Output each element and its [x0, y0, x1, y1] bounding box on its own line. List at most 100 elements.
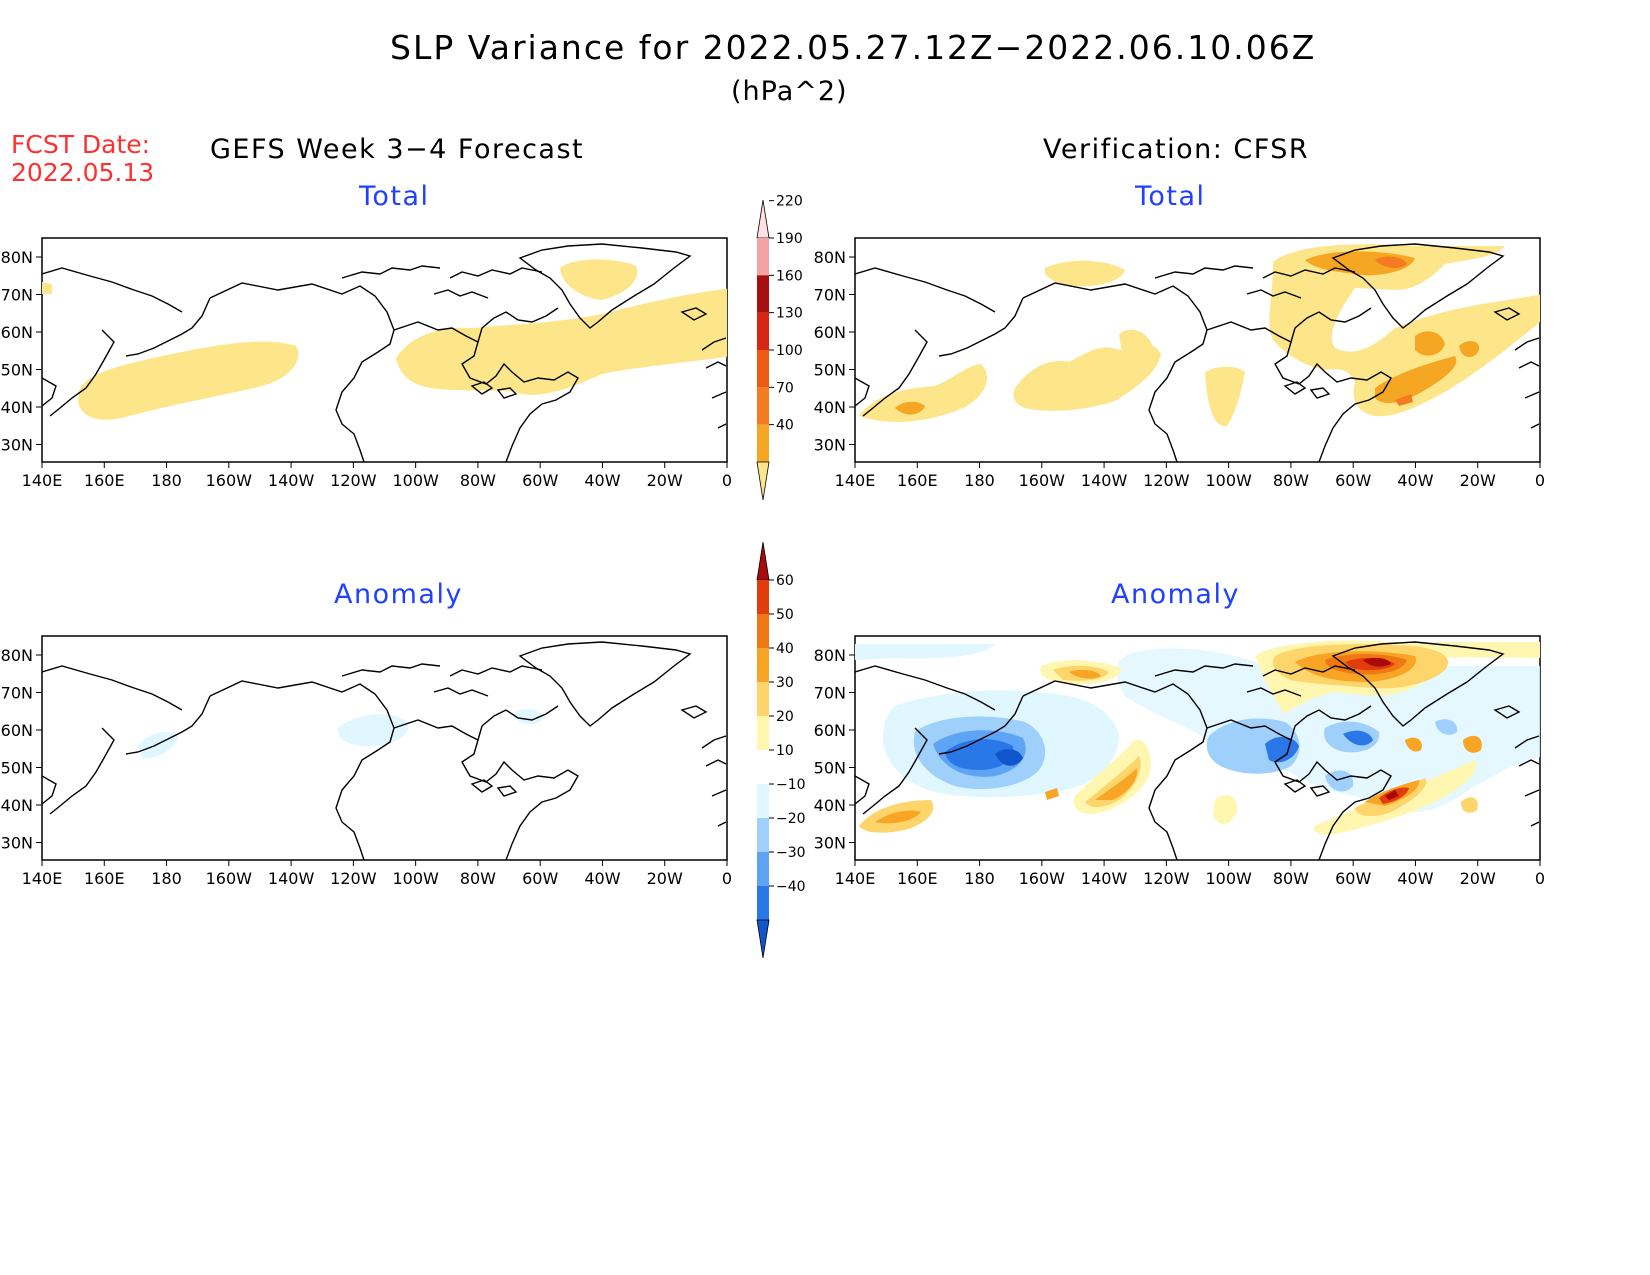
lon-tick-label: 40W [584, 471, 620, 490]
lon-tick-label: 20W [647, 471, 683, 490]
lon-tick-label: 20W [1460, 471, 1496, 490]
forecast-column-header: GEFS Week 3−4 Forecast [210, 134, 585, 165]
lat-tick-label: 80N [814, 248, 846, 267]
lon-tick-label: 180 [964, 471, 995, 490]
lat-tick-label: 80N [814, 646, 846, 665]
colorbar-swatch [757, 424, 769, 462]
lon-tick-label: 40W [1397, 471, 1433, 490]
lat-tick-label: 40N [1, 796, 33, 815]
colorbar-swatch [757, 886, 769, 920]
lon-tick-label: 160E [84, 869, 125, 888]
colorbar-tick-label: 40 [776, 418, 794, 434]
lon-tick-label: 120W [1143, 471, 1190, 490]
colorbar-tick-label: 190 [776, 231, 803, 247]
colorbar-tick-label: 160 [776, 268, 803, 284]
lat-tick-label: 60N [814, 323, 846, 342]
colorbar-swatch [757, 852, 769, 886]
verification-column-header: Verification: CFSR [1043, 134, 1310, 165]
lat-tick-label: 30N [1, 834, 33, 853]
lon-tick-label: 140W [268, 471, 315, 490]
lat-tick-label: 70N [814, 684, 846, 703]
lon-tick-label: 100W [1205, 471, 1252, 490]
lat-tick-label: 70N [1, 684, 33, 703]
lon-tick-label: 140W [1081, 471, 1128, 490]
lon-tick-label: 160W [206, 471, 253, 490]
lat-tick-label: 60N [1, 721, 33, 740]
lon-tick-label: 140E [835, 869, 876, 888]
lon-tick-label: 0 [722, 471, 732, 490]
lat-tick-label: 50N [1, 759, 33, 778]
lon-tick-label: 160W [1019, 471, 1066, 490]
colorbar-swatch [757, 682, 769, 716]
lat-tick-label: 60N [1, 323, 33, 342]
lon-tick-label: 140E [22, 471, 63, 490]
lat-tick-label: 80N [1, 646, 33, 665]
lat-tick-label: 40N [1, 398, 33, 417]
total-colorbar: 40 70 100 130 160 190 220 [756, 194, 803, 501]
verif-anomaly-title: Anomaly [1111, 579, 1240, 610]
colorbar-tick-label: 50 [776, 607, 794, 623]
lon-tick-label: 160E [897, 471, 938, 490]
lon-tick-label: 20W [647, 869, 683, 888]
fcst-anomaly-panel [41, 635, 728, 861]
lon-tick-label: 80W [1273, 471, 1309, 490]
colorbar-swatch [756, 199, 770, 239]
lon-tick-label: 100W [392, 869, 439, 888]
lon-tick-label: 60W [1335, 471, 1371, 490]
lon-tick-label: 140E [835, 471, 876, 490]
colorbar-swatch [757, 312, 769, 350]
lon-tick-label: 60W [1335, 869, 1371, 888]
colorbar-swatch [757, 238, 769, 276]
lon-tick-label: 100W [1205, 869, 1252, 888]
colorbar-tick-label: −20 [776, 811, 806, 827]
colorbar-tick-label: 10 [776, 743, 794, 759]
lat-tick-label: 60N [814, 721, 846, 740]
main-title: SLP Variance for 2022.05.27.12Z−2022.06.… [390, 28, 1317, 67]
lon-tick-label: 180 [151, 471, 182, 490]
lat-tick-label: 30N [1, 436, 33, 455]
colorbar-swatch [757, 580, 769, 614]
anomaly-colorbar: −40 −30 −20 −10 10 20 30 40 50 60 [756, 541, 806, 959]
colorbar-swatch [757, 750, 769, 784]
colorbar-swatch [756, 919, 770, 959]
colorbar-tick-label: 70 [776, 380, 794, 396]
lon-tick-label: 120W [330, 471, 377, 490]
colorbar-swatch [757, 818, 769, 852]
fcst-anomaly-title: Anomaly [334, 579, 463, 610]
verif-total-title: Total [1135, 181, 1206, 212]
lon-tick-label: 140W [1081, 869, 1128, 888]
lon-tick-label: 80W [460, 471, 496, 490]
lon-tick-label: 160E [897, 869, 938, 888]
colorbar-tick-label: 60 [776, 573, 794, 589]
lon-tick-label: 40W [1397, 869, 1433, 888]
colorbar-swatch [757, 387, 769, 425]
colorbar-swatch [756, 541, 770, 581]
lon-tick-label: 20W [1460, 869, 1496, 888]
colorbar-swatch [757, 648, 769, 682]
lat-tick-label: 50N [1, 361, 33, 380]
lon-tick-label: 0 [1535, 869, 1545, 888]
lat-tick-label: 30N [814, 834, 846, 853]
colorbar-tick-label: 40 [776, 641, 794, 657]
lat-tick-label: 50N [814, 361, 846, 380]
colorbar-tick-label: 100 [776, 343, 803, 359]
lon-tick-label: 100W [392, 471, 439, 490]
lon-tick-label: 60W [522, 471, 558, 490]
lon-tick-label: 40W [584, 869, 620, 888]
lat-tick-label: 50N [814, 759, 846, 778]
lat-tick-label: 40N [814, 796, 846, 815]
lon-tick-label: 160E [84, 471, 125, 490]
fcst-total-panel [41, 237, 728, 463]
lon-tick-label: 140E [22, 869, 63, 888]
lat-tick-label: 30N [814, 436, 846, 455]
colorbar-tick-label: 20 [776, 709, 794, 725]
colorbar-tick-label: 30 [776, 675, 794, 691]
lon-tick-label: 140W [268, 869, 315, 888]
colorbar-swatch [757, 716, 769, 750]
lon-tick-label: 180 [964, 869, 995, 888]
lon-tick-label: 160W [206, 869, 253, 888]
lon-tick-label: 160W [1019, 869, 1066, 888]
lon-tick-label: 120W [330, 869, 377, 888]
colorbar-swatch [757, 275, 769, 313]
lat-tick-label: 70N [1, 286, 33, 305]
